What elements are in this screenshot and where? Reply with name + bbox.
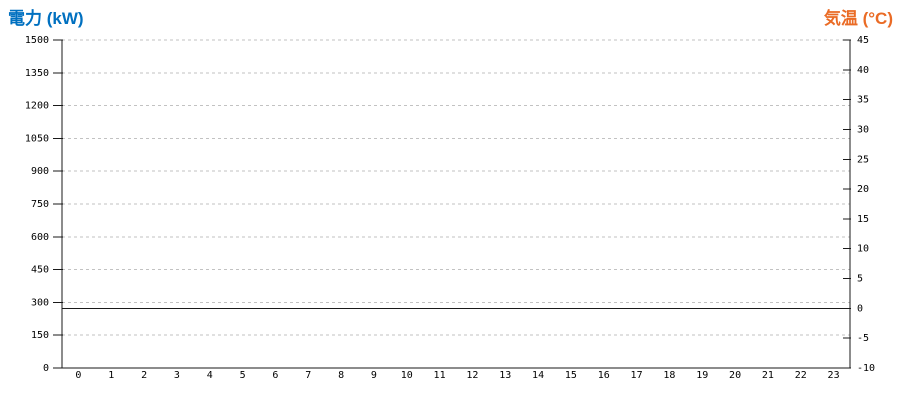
x-axis-tick-label: 8: [338, 370, 344, 381]
right-axis-tick-label: 10: [857, 244, 869, 255]
right-axis-tick-label: 15: [857, 214, 869, 225]
right-axis-tick-label: 45: [857, 35, 869, 46]
x-axis-tick-label: 5: [240, 370, 246, 381]
right-axis-tick-label: 35: [857, 95, 869, 106]
right-axis-tick-label: 5: [857, 274, 863, 285]
left-axis-tick-label: 300: [31, 297, 49, 308]
x-axis-tick-label: 10: [401, 370, 413, 381]
x-axis-tick-label: 19: [696, 370, 708, 381]
left-axis-title: 電力 (kW): [8, 9, 84, 28]
x-axis-tick-label: 17: [631, 370, 643, 381]
x-axis-tick-label: 3: [174, 370, 180, 381]
x-axis-tick-label: 20: [729, 370, 741, 381]
x-axis-tick-label: 0: [75, 370, 81, 381]
left-axis-tick-label: 150: [31, 330, 49, 341]
x-axis-tick-label: 13: [499, 370, 511, 381]
left-axis-tick-label: 1500: [25, 35, 49, 46]
right-axis-tick-label: 30: [857, 124, 869, 135]
x-axis-tick-label: 4: [207, 370, 213, 381]
left-axis-tick-label: 0: [43, 363, 49, 374]
x-axis-tick-label: 6: [272, 370, 278, 381]
x-axis-tick-label: 23: [828, 370, 840, 381]
x-axis-tick-label: 15: [565, 370, 577, 381]
x-axis-tick-label: 21: [762, 370, 774, 381]
right-axis-tick-label: 25: [857, 154, 869, 165]
x-axis-tick-label: 2: [141, 370, 147, 381]
right-axis-title: 気温 (°C): [823, 9, 893, 28]
x-axis-tick-label: 11: [434, 370, 446, 381]
x-axis-tick-label: 7: [305, 370, 311, 381]
right-axis-tick-label: 0: [857, 303, 863, 314]
x-axis-tick-label: 1: [108, 370, 114, 381]
right-axis-tick-label: 20: [857, 184, 869, 195]
x-axis-tick-label: 16: [598, 370, 610, 381]
x-axis-tick-label: 14: [532, 370, 544, 381]
left-axis-tick-label: 900: [31, 166, 49, 177]
x-axis-tick-label: 9: [371, 370, 377, 381]
left-axis-tick-label: 600: [31, 232, 49, 243]
right-axis-tick-label: -10: [857, 363, 875, 374]
right-axis-tick-label: -5: [857, 333, 869, 344]
left-axis-tick-label: 1350: [25, 68, 49, 79]
x-axis-tick-label: 12: [466, 370, 478, 381]
x-axis-tick-label: 18: [663, 370, 675, 381]
left-axis-tick-label: 750: [31, 199, 49, 210]
left-axis-tick-label: 450: [31, 265, 49, 276]
left-axis-tick-label: 1050: [25, 133, 49, 144]
right-axis-tick-label: 40: [857, 65, 869, 76]
left-axis-tick-label: 1200: [25, 101, 49, 112]
x-axis-tick-label: 22: [795, 370, 807, 381]
